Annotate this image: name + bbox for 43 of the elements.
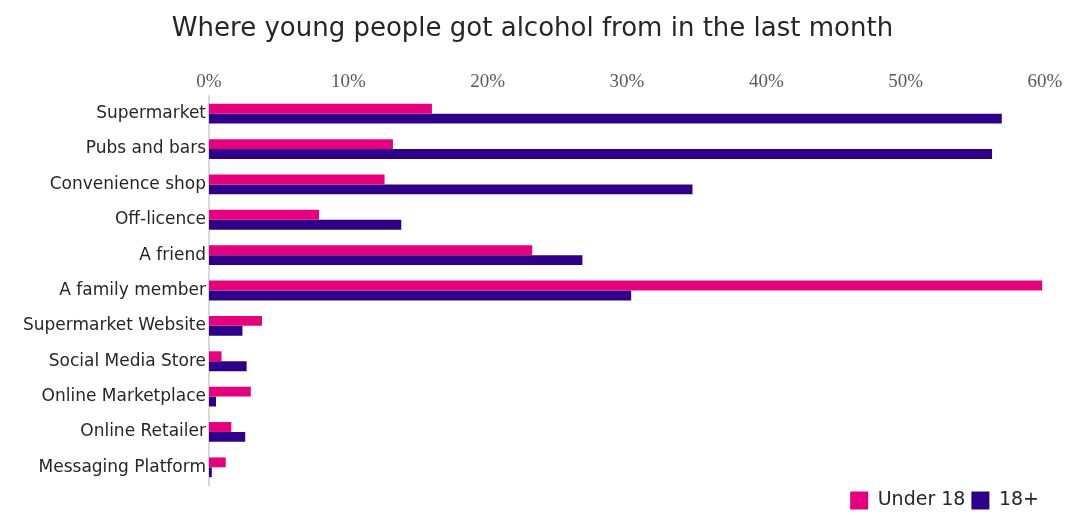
x-tick-label: 40% <box>748 69 784 91</box>
bar <box>209 290 632 301</box>
bar <box>209 361 247 372</box>
y-tick-label: Social Media Store <box>48 349 207 370</box>
bar <box>209 184 693 195</box>
bar <box>209 103 432 114</box>
bar <box>209 149 993 159</box>
bar <box>209 209 320 220</box>
bar <box>209 422 232 432</box>
bar <box>209 174 385 185</box>
bar <box>209 325 243 336</box>
x-tick-label: 10% <box>330 69 366 91</box>
y-tick-label: Pubs and bars <box>85 137 207 158</box>
bar <box>209 280 1043 291</box>
y-tick-label: Messaging Platform <box>38 455 207 476</box>
x-tick-label: 30% <box>609 69 645 91</box>
x-tick-label: 50% <box>888 69 924 91</box>
x-tick-label: 0% <box>196 69 222 91</box>
bar <box>209 113 1002 124</box>
bar <box>209 467 212 478</box>
y-tick-label: Online Retailer <box>80 420 207 441</box>
bar <box>209 315 262 326</box>
chart-title: Where young people got alcohol from in the last month <box>171 12 894 43</box>
x-tick-label: 20% <box>470 69 506 91</box>
bar <box>209 396 216 407</box>
x-tick-label: 60% <box>1027 69 1063 91</box>
bar <box>209 245 533 256</box>
bar <box>209 457 226 468</box>
y-tick-label: Supermarket Website <box>22 314 207 335</box>
bar <box>209 219 402 230</box>
bar <box>209 139 393 150</box>
bar <box>209 431 246 442</box>
bar <box>209 351 222 362</box>
y-tick-label: Off-licence <box>114 208 207 229</box>
y-tick-label: Supermarket <box>96 102 207 123</box>
y-tick-label: Convenience shop <box>49 172 207 193</box>
legend-label: 18+ <box>998 487 1040 510</box>
y-tick-label: A friend <box>139 243 207 264</box>
y-tick-label: Online Marketplace <box>41 385 207 406</box>
legend-label: Under 18 <box>877 487 966 510</box>
y-tick-label: A family member <box>59 278 207 299</box>
bar <box>209 255 583 266</box>
bar <box>209 386 251 397</box>
